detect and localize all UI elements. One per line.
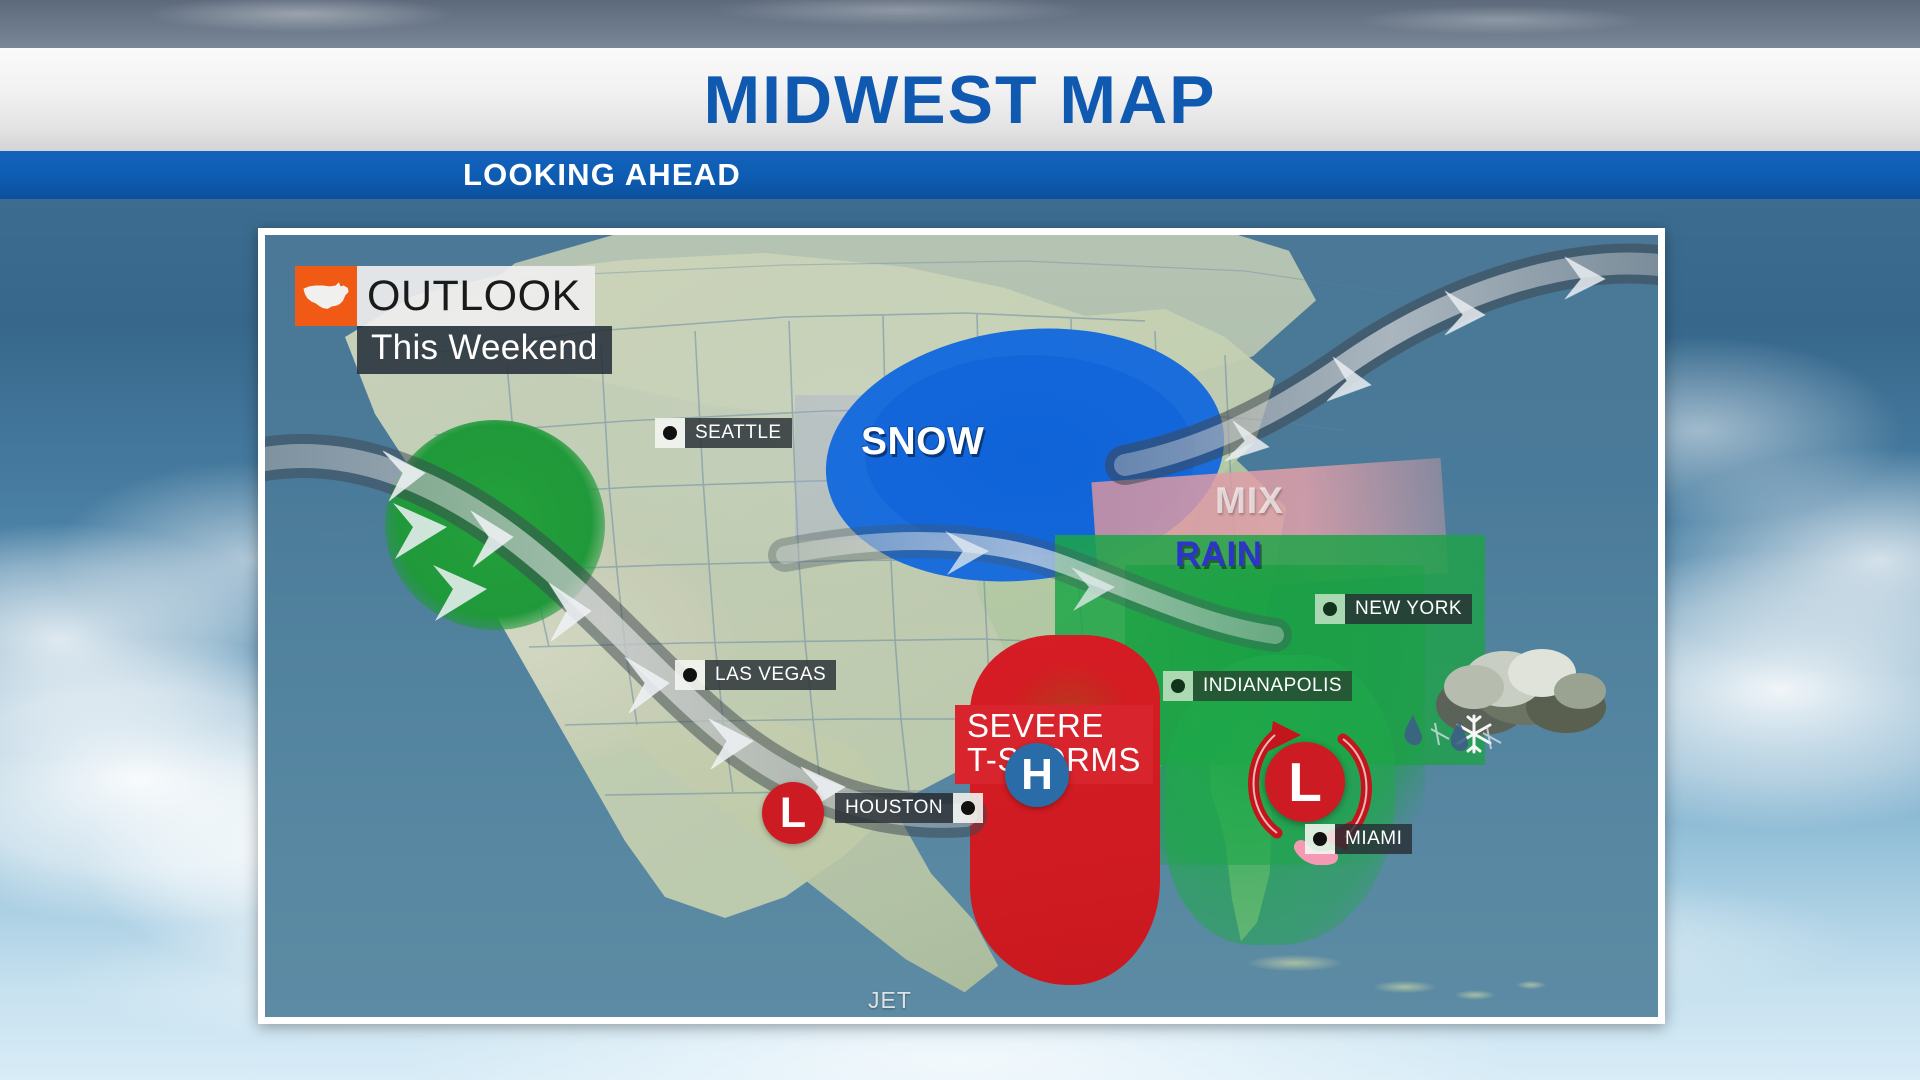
outlook-subtitle: This Weekend — [357, 326, 612, 374]
snow-label: SNOW — [861, 420, 985, 463]
title-bar: MIDWEST MAP — [0, 48, 1920, 151]
city-name-indianapolis: INDIANAPOLIS — [1193, 671, 1353, 701]
page-subtitle: LOOKING AHEAD — [463, 157, 741, 192]
outlook-header-row: OUTLOOK — [295, 266, 612, 326]
city-dot-new-york — [1315, 594, 1345, 624]
us-map-icon — [295, 266, 357, 326]
city-name-miami: MIAMI — [1335, 824, 1413, 854]
us-map-shape — [303, 282, 349, 309]
top-cloud-band — [0, 0, 1920, 52]
city-label-indianapolis[interactable]: INDIANAPOLIS — [1163, 671, 1353, 701]
weather-map[interactable]: SNOW MIX RAIN SEVERE T-STORMS JET H L L … — [265, 235, 1658, 1017]
landmass-caribbean — [1245, 935, 1585, 1017]
west-coast-rain-region — [385, 420, 605, 630]
map-frame: SNOW MIX RAIN SEVERE T-STORMS JET H L L … — [258, 228, 1665, 1024]
high-pressure-marker[interactable]: H — [1005, 743, 1069, 807]
mix-label: MIX — [1215, 480, 1284, 521]
severe-line-1: SEVERE — [967, 707, 1104, 744]
low-pressure-marker-midwest[interactable]: L — [1265, 742, 1345, 822]
city-label-miami[interactable]: MIAMI — [1305, 824, 1413, 854]
city-label-las-vegas[interactable]: LAS VEGAS — [675, 660, 837, 690]
rain-label: RAIN — [1175, 535, 1263, 574]
low-pressure-marker-west[interactable]: L — [762, 782, 824, 844]
city-dot-indianapolis — [1163, 671, 1193, 701]
storm-cloud-icon — [1436, 649, 1606, 735]
city-dot-seattle — [655, 418, 685, 448]
city-dot-houston — [953, 793, 984, 823]
city-name-houston: HOUSTON — [835, 793, 954, 823]
city-dot-miami — [1305, 824, 1335, 854]
outlook-title: OUTLOOK — [357, 266, 595, 326]
city-name-seattle: SEATTLE — [685, 418, 792, 448]
city-name-las-vegas: LAS VEGAS — [705, 660, 837, 690]
raindrop-icon — [1404, 715, 1502, 752]
city-label-houston[interactable]: HOUSTON — [835, 793, 984, 823]
city-dot-las-vegas — [675, 660, 705, 690]
jet-stream-label: JET — [868, 987, 912, 1013]
city-label-new-york[interactable]: NEW YORK — [1315, 594, 1473, 624]
sub-title-bar: LOOKING AHEAD — [0, 151, 1920, 199]
city-label-seattle[interactable]: SEATTLE — [655, 418, 792, 448]
page-title: MIDWEST MAP — [703, 61, 1217, 138]
city-name-new-york: NEW YORK — [1345, 594, 1473, 624]
outlook-card: OUTLOOK This Weekend — [295, 266, 612, 374]
